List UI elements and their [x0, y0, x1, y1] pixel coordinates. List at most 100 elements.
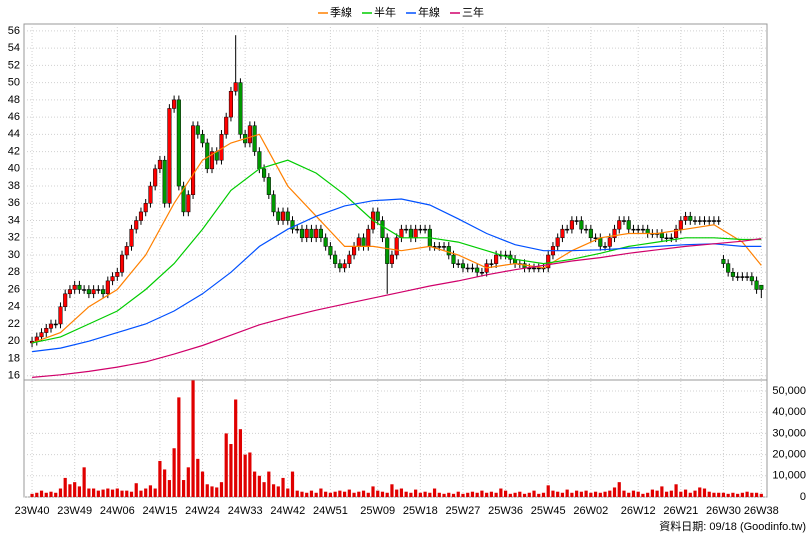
y-tick-label: 36 — [8, 197, 20, 209]
candle-body — [479, 272, 484, 274]
candle-body — [209, 151, 215, 170]
candle-body — [579, 220, 584, 230]
volume-bar — [437, 492, 441, 497]
volume-bar — [210, 486, 214, 497]
candle-body — [304, 228, 309, 239]
candle-body — [238, 82, 243, 135]
volume-bar — [262, 482, 266, 497]
volume-bar — [717, 492, 721, 497]
volume-bar — [575, 490, 579, 497]
volume-bar — [414, 489, 418, 497]
candle-body — [451, 254, 456, 264]
volume-bar — [418, 492, 422, 497]
candle-body — [375, 211, 380, 221]
volume-bar — [409, 492, 413, 497]
candle-body — [186, 194, 191, 213]
volume-bar — [229, 444, 233, 497]
candle-body — [418, 228, 423, 231]
candle-body — [560, 228, 565, 239]
candle-body — [555, 237, 560, 247]
volume-bar — [30, 493, 34, 497]
volume-bar — [361, 490, 366, 497]
volume-bar — [489, 491, 493, 497]
volume-bar — [665, 491, 669, 497]
volume-bar — [698, 487, 702, 497]
volume-bar — [537, 493, 541, 497]
candle-body — [224, 116, 229, 135]
volume-bar — [646, 492, 650, 497]
volume-bar — [68, 484, 72, 497]
volume-bar — [390, 484, 394, 497]
candle-body — [162, 159, 167, 204]
legend-label: 季線 — [330, 5, 352, 19]
candle-body — [475, 267, 480, 273]
candle-body — [200, 134, 205, 144]
volume-bar — [565, 489, 569, 497]
footnote: 資料日期: 09/18 (Goodinfo.tw) — [659, 519, 806, 533]
volume-tick-label: 10,000 — [772, 470, 806, 482]
candle-body — [77, 284, 82, 290]
volume-bar — [631, 490, 636, 497]
candle-body — [456, 263, 461, 265]
candle-body — [692, 220, 698, 222]
volume-bar — [660, 486, 664, 497]
candle-body — [356, 237, 361, 247]
volume-bar — [641, 493, 645, 497]
candle-body — [247, 125, 252, 144]
volume-bar — [598, 492, 602, 497]
candle-body — [228, 90, 233, 118]
volume-bar — [608, 490, 612, 497]
candle-body — [697, 220, 702, 222]
volume-bar — [622, 490, 626, 497]
volume-bar — [683, 489, 688, 497]
volume-bar — [115, 488, 119, 497]
candle-body — [584, 228, 589, 231]
volume-tick-label: 40,000 — [772, 406, 806, 418]
candle-body — [110, 276, 115, 282]
x-tick-label: 24W06 — [100, 505, 135, 517]
volume-bar — [399, 488, 404, 497]
candle-body — [394, 237, 399, 256]
volume-bar — [276, 486, 280, 497]
volume-bar — [253, 471, 257, 497]
candle-body — [337, 263, 342, 269]
candle-body — [129, 228, 134, 247]
y-tick-label: 24 — [8, 301, 20, 313]
volume-bar — [726, 493, 730, 497]
candle-body — [191, 125, 196, 195]
volume-bar — [167, 480, 171, 497]
volume-bar — [366, 492, 370, 497]
volume-bar — [541, 492, 546, 497]
volume-bar — [570, 492, 574, 497]
volume-bar — [158, 460, 162, 497]
volume-bar — [579, 491, 583, 497]
candle-body — [153, 168, 158, 187]
y-tick-label: 16 — [8, 370, 20, 382]
volume-bar — [73, 482, 77, 497]
volume-bar — [593, 491, 598, 497]
candle-body — [702, 220, 707, 222]
volume-bar — [191, 380, 195, 497]
x-tick-label: 24W51 — [313, 505, 348, 517]
y-tick-label: 32 — [8, 232, 20, 244]
volume-bar — [404, 491, 408, 497]
y-tick-label: 26 — [8, 283, 20, 295]
volume-bar — [134, 483, 138, 497]
volume-bar — [82, 467, 86, 497]
volume-bar — [101, 489, 105, 497]
volume-bar — [144, 488, 148, 497]
volume-bar — [371, 486, 375, 497]
candle-body — [531, 267, 537, 270]
candle-body — [82, 289, 87, 291]
volume-bar — [627, 492, 631, 497]
y-tick-label: 54 — [8, 42, 20, 54]
volume-bar — [110, 489, 115, 497]
volume-bar — [688, 492, 692, 497]
volume-bar — [470, 491, 475, 497]
x-tick-label: 24W42 — [270, 505, 305, 517]
volume-bar — [432, 488, 437, 497]
volume-bar — [181, 480, 186, 497]
candle-body — [688, 215, 693, 221]
candle-body — [626, 220, 631, 230]
volume-bar — [58, 488, 63, 497]
